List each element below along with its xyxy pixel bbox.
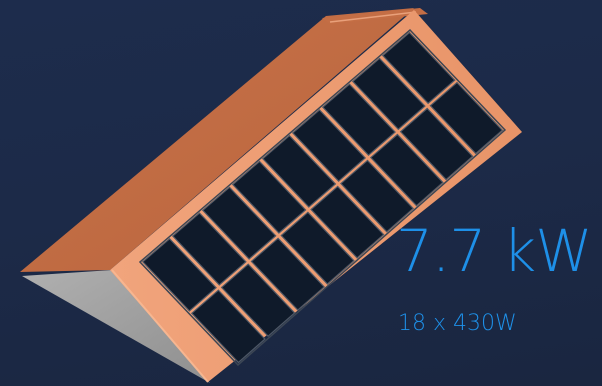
solar-panel xyxy=(261,134,337,208)
roof-slope xyxy=(20,8,414,272)
solar-panel xyxy=(291,109,367,183)
ridge-line xyxy=(329,11,417,23)
panel-array-border xyxy=(138,28,507,367)
solar-panel-array xyxy=(138,28,507,367)
solar-panel xyxy=(351,57,426,131)
solar-panel xyxy=(171,212,247,286)
solar-panel xyxy=(399,107,474,181)
solar-panel xyxy=(369,133,444,207)
frame-inner-edge xyxy=(111,269,209,383)
solar-panel xyxy=(220,263,296,338)
solar-panel xyxy=(429,81,504,155)
solar-panel xyxy=(310,185,385,259)
solar-panel xyxy=(141,237,217,312)
solar-panel xyxy=(381,31,456,105)
panel-configuration-label: 18 x 430W xyxy=(398,311,517,336)
solar-panel xyxy=(340,159,415,233)
solar-panel xyxy=(280,211,355,285)
system-power-label: 7.7 kW xyxy=(396,217,593,285)
solar-panel xyxy=(321,83,396,157)
solar-panel xyxy=(201,186,277,260)
solar-panel xyxy=(231,160,307,234)
solar-panel xyxy=(250,237,326,311)
gable-wall xyxy=(22,270,210,383)
solar-panel xyxy=(190,289,266,364)
